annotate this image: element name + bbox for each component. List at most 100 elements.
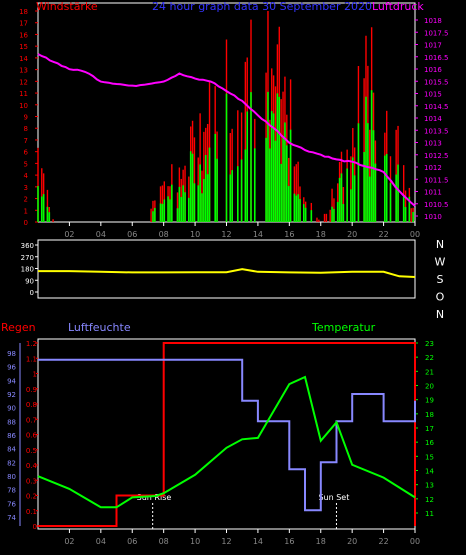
humidity-tick-label: 74	[7, 514, 16, 522]
wind-x-tick-label: 02	[64, 230, 74, 239]
rain-tick-label: 1.2	[26, 340, 37, 348]
humidity-tick-label: 96	[7, 364, 16, 372]
pressure-tick-label: 1017.5	[424, 29, 449, 37]
rain-tick-label: 0.9	[26, 386, 37, 394]
direction-tick-label: 270	[21, 254, 34, 262]
wind-x-tick-label: 08	[159, 230, 169, 239]
wind-tick-label: 7	[24, 137, 28, 145]
humidity-tick-label: 76	[7, 500, 16, 508]
rain-tick-label: 0.5	[26, 447, 37, 455]
rain-tick-label: 0	[33, 523, 37, 531]
temperature-tick-label: 21	[425, 368, 434, 376]
temperature-tick-label: 22	[425, 354, 434, 362]
direction-tick-label: 180	[21, 266, 34, 274]
pressure-tick-label: 1015.5	[424, 78, 449, 86]
weather-x-tick-label: 16	[284, 537, 294, 546]
compass-label: S	[437, 273, 444, 286]
temperature-tick-label: 11	[425, 510, 434, 518]
wind-x-tick-label: 22	[378, 230, 388, 239]
temperature-tick-label: 15	[425, 453, 434, 461]
weather-x-tick-label: 08	[159, 537, 169, 546]
pressure-tick-label: 1012.5	[424, 152, 449, 160]
temperature-tick-label: 18	[425, 411, 434, 419]
wind-x-tick-label: 12	[221, 230, 231, 239]
pressure-tick-label: 1012	[424, 164, 442, 172]
wind-bars	[37, 11, 414, 222]
wind-x-tick-label: 20	[347, 230, 357, 239]
compass-label: W	[435, 256, 446, 269]
humidity-tick-label: 86	[7, 432, 16, 440]
wind-tick-label: 4	[24, 172, 29, 180]
wind-x-tick-label: 16	[284, 230, 294, 239]
weather-x-tick-label: 10	[190, 537, 200, 546]
humidity-line	[38, 358, 416, 512]
humidity-tick-label: 90	[7, 405, 16, 413]
pressure-tick-label: 1016	[424, 66, 442, 74]
pressure-tick-label: 1017	[424, 42, 442, 50]
pressure-tick-label: 1011	[424, 189, 442, 197]
temperature-line	[37, 375, 416, 509]
pressure-tick-label: 1010	[424, 213, 442, 221]
humidity-header: Luftfeuchte	[68, 321, 131, 334]
weather-x-tick-label: 12	[221, 537, 231, 546]
humidity-tick-label: 88	[7, 418, 16, 426]
compass-label: O	[436, 291, 445, 304]
sun-rise-label: Sun Rise	[137, 493, 172, 502]
wind-tick-label: 0	[24, 219, 28, 227]
temperature-tick-label: 12	[425, 496, 434, 504]
direction-tick-label: 360	[21, 242, 34, 250]
rain-tick-label: 0.8	[26, 401, 37, 409]
graph-title: 24 hour graph data 30 September 2020	[152, 0, 372, 13]
wind-x-tick-label: 14	[253, 230, 263, 239]
weather-x-tick-label: 06	[127, 537, 137, 546]
wind-tick-label: 5	[24, 160, 28, 168]
direction-line	[38, 268, 416, 278]
temperature-header: Temperatur	[311, 321, 376, 334]
temperature-tick-label: 20	[425, 383, 434, 391]
wind-tick-label: 3	[24, 184, 28, 192]
humidity-tick-label: 94	[7, 377, 16, 385]
pressure-tick-label: 1014.5	[424, 103, 449, 111]
rain-tick-label: 0.7	[26, 416, 37, 424]
direction-panel-frame	[37, 239, 416, 299]
temperature-tick-label: 14	[425, 468, 434, 476]
wind-tick-label: 15	[19, 43, 28, 51]
wind-x-tick-label: 00	[410, 230, 420, 239]
sun-set-label: Sun Set	[318, 493, 349, 502]
rain-tick-label: 1.1	[26, 355, 37, 363]
wind-x-tick-label: 04	[96, 230, 106, 239]
weather-x-tick-label: 22	[378, 537, 388, 546]
humidity-tick-label: 84	[7, 446, 16, 454]
pressure-tick-label: 1013.5	[424, 127, 449, 135]
humidity-tick-label: 98	[7, 350, 16, 358]
humidity-tick-label: 78	[7, 487, 16, 495]
pressure-tick-label: 1011.5	[424, 176, 449, 184]
pressure-line	[37, 53, 416, 207]
weather-x-tick-label: 20	[347, 537, 357, 546]
pressure-tick-label: 1013	[424, 140, 442, 148]
rain-tick-label: 0.3	[26, 477, 37, 485]
weather-x-tick-label: 18	[316, 537, 326, 546]
rain-header: Regen	[1, 321, 36, 334]
direction-tick-label: 90	[25, 277, 34, 285]
rain-line	[38, 342, 416, 527]
rain-tick-label: 0.4	[26, 462, 38, 470]
temperature-tick-label: 19	[425, 397, 434, 405]
weather-x-tick-label: 14	[253, 537, 263, 546]
pressure-tick-label: 1016.5	[424, 54, 449, 62]
humidity-tick-label: 80	[7, 473, 16, 481]
compass-label: N	[436, 238, 444, 251]
wind-tick-label: 17	[19, 20, 28, 28]
wind-tick-label: 2	[24, 196, 28, 204]
humidity-tick-label: 82	[7, 459, 16, 467]
weather-x-tick-label: 00	[410, 537, 420, 546]
wind-tick-label: 9	[24, 114, 28, 122]
temperature-tick-label: 13	[425, 482, 434, 490]
wind-tick-label: 16	[19, 31, 28, 39]
wind-tick-label: 8	[24, 125, 28, 133]
pressure-tick-label: 1014	[424, 115, 442, 123]
wind-x-tick-label: 18	[316, 230, 326, 239]
wind-speed-header: Windstärke	[36, 0, 98, 13]
